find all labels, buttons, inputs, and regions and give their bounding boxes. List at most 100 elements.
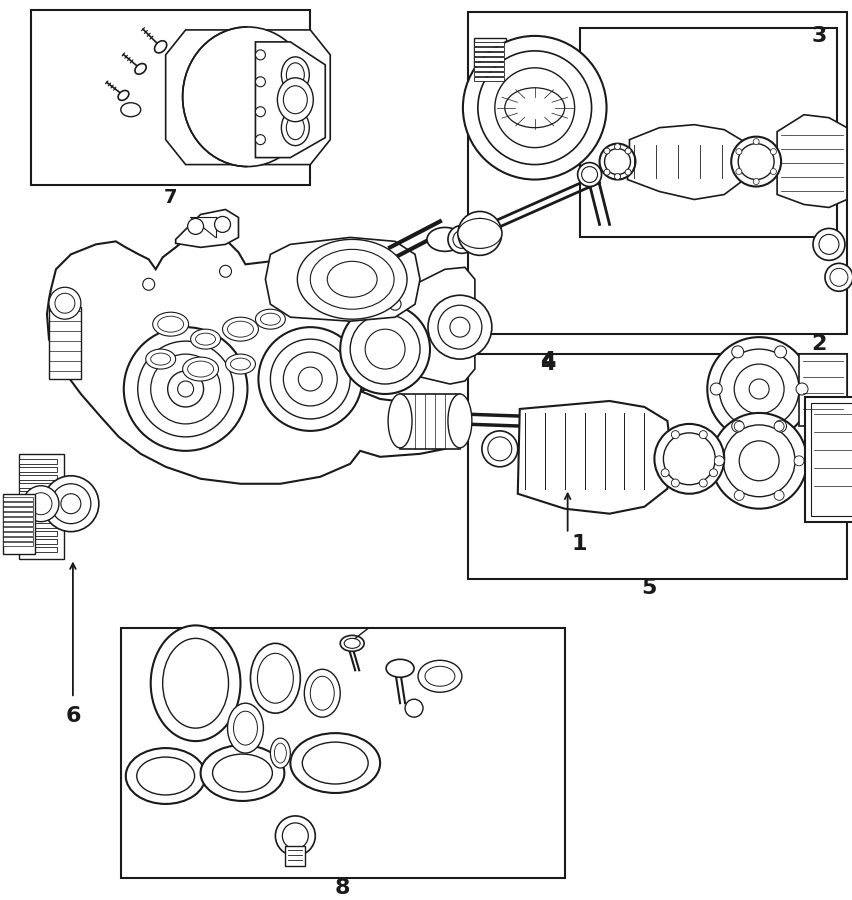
Ellipse shape [146, 349, 176, 369]
Ellipse shape [286, 116, 304, 140]
Bar [474, 67, 504, 71]
Ellipse shape [151, 626, 240, 741]
Ellipse shape [135, 64, 146, 74]
Bar [31, 10, 310, 184]
Circle shape [437, 305, 481, 349]
Ellipse shape [302, 742, 368, 784]
Ellipse shape [212, 754, 272, 792]
Circle shape [354, 274, 366, 285]
Bar [579, 28, 836, 238]
Bar [19, 491, 57, 496]
Ellipse shape [250, 644, 300, 713]
Ellipse shape [257, 653, 293, 703]
Bar [3, 522, 33, 526]
Bar [474, 72, 504, 76]
Circle shape [718, 349, 798, 429]
Circle shape [734, 421, 743, 431]
Circle shape [452, 230, 470, 248]
Circle shape [774, 346, 786, 358]
Circle shape [487, 436, 511, 461]
Bar [3, 507, 33, 510]
Bar [19, 538, 57, 544]
Ellipse shape [153, 312, 188, 336]
Ellipse shape [158, 316, 183, 332]
Bar [468, 12, 846, 334]
Ellipse shape [297, 239, 406, 320]
Circle shape [748, 379, 769, 399]
Text: 6: 6 [65, 706, 81, 726]
Circle shape [137, 341, 233, 436]
Ellipse shape [417, 661, 462, 692]
Circle shape [829, 268, 847, 286]
Circle shape [734, 364, 783, 414]
Ellipse shape [260, 313, 280, 325]
Bar [474, 47, 504, 51]
Bar [3, 501, 33, 506]
Ellipse shape [225, 354, 255, 374]
Circle shape [774, 420, 786, 432]
Text: 2: 2 [810, 334, 826, 354]
Circle shape [23, 486, 59, 522]
Circle shape [481, 431, 517, 467]
Bar [474, 42, 504, 46]
Circle shape [734, 491, 743, 500]
Bar [474, 62, 504, 66]
Circle shape [660, 469, 668, 477]
Circle shape [365, 329, 405, 369]
Ellipse shape [281, 110, 309, 146]
Circle shape [613, 174, 619, 179]
Bar [3, 532, 33, 536]
Ellipse shape [136, 757, 194, 795]
Circle shape [793, 455, 803, 466]
Ellipse shape [182, 27, 312, 166]
Ellipse shape [310, 676, 334, 710]
Circle shape [168, 371, 204, 407]
Circle shape [494, 68, 574, 148]
Circle shape [706, 338, 810, 441]
Ellipse shape [281, 57, 309, 93]
Circle shape [769, 168, 775, 175]
Bar [474, 52, 504, 56]
Bar [19, 499, 57, 504]
Circle shape [270, 339, 350, 418]
Bar [400, 394, 459, 449]
Ellipse shape [458, 219, 501, 248]
Polygon shape [776, 114, 846, 208]
Ellipse shape [386, 660, 413, 678]
Ellipse shape [182, 357, 218, 381]
Circle shape [177, 381, 193, 397]
Circle shape [603, 148, 609, 154]
Circle shape [769, 148, 775, 155]
Bar [3, 494, 35, 554]
Circle shape [731, 346, 743, 358]
Polygon shape [394, 267, 475, 384]
Text: 4: 4 [539, 351, 555, 371]
Ellipse shape [154, 40, 166, 53]
Text: 4: 4 [539, 354, 555, 374]
Circle shape [613, 144, 619, 149]
Circle shape [711, 413, 806, 508]
Polygon shape [176, 210, 239, 248]
Ellipse shape [274, 743, 286, 763]
Ellipse shape [163, 638, 228, 728]
Ellipse shape [230, 358, 250, 370]
Ellipse shape [125, 748, 205, 804]
Ellipse shape [427, 228, 463, 251]
Circle shape [710, 383, 722, 395]
Bar [3, 542, 33, 545]
Bar [49, 307, 81, 379]
Circle shape [699, 430, 706, 438]
Text: 8: 8 [334, 878, 349, 897]
Circle shape [671, 430, 678, 438]
Ellipse shape [424, 666, 454, 686]
Circle shape [752, 139, 758, 145]
Circle shape [187, 219, 204, 234]
Polygon shape [627, 125, 746, 200]
Circle shape [699, 479, 706, 487]
Ellipse shape [151, 353, 170, 365]
Circle shape [625, 169, 630, 176]
Circle shape [774, 421, 783, 431]
Circle shape [713, 455, 723, 466]
Bar [19, 454, 64, 559]
Ellipse shape [388, 394, 412, 448]
